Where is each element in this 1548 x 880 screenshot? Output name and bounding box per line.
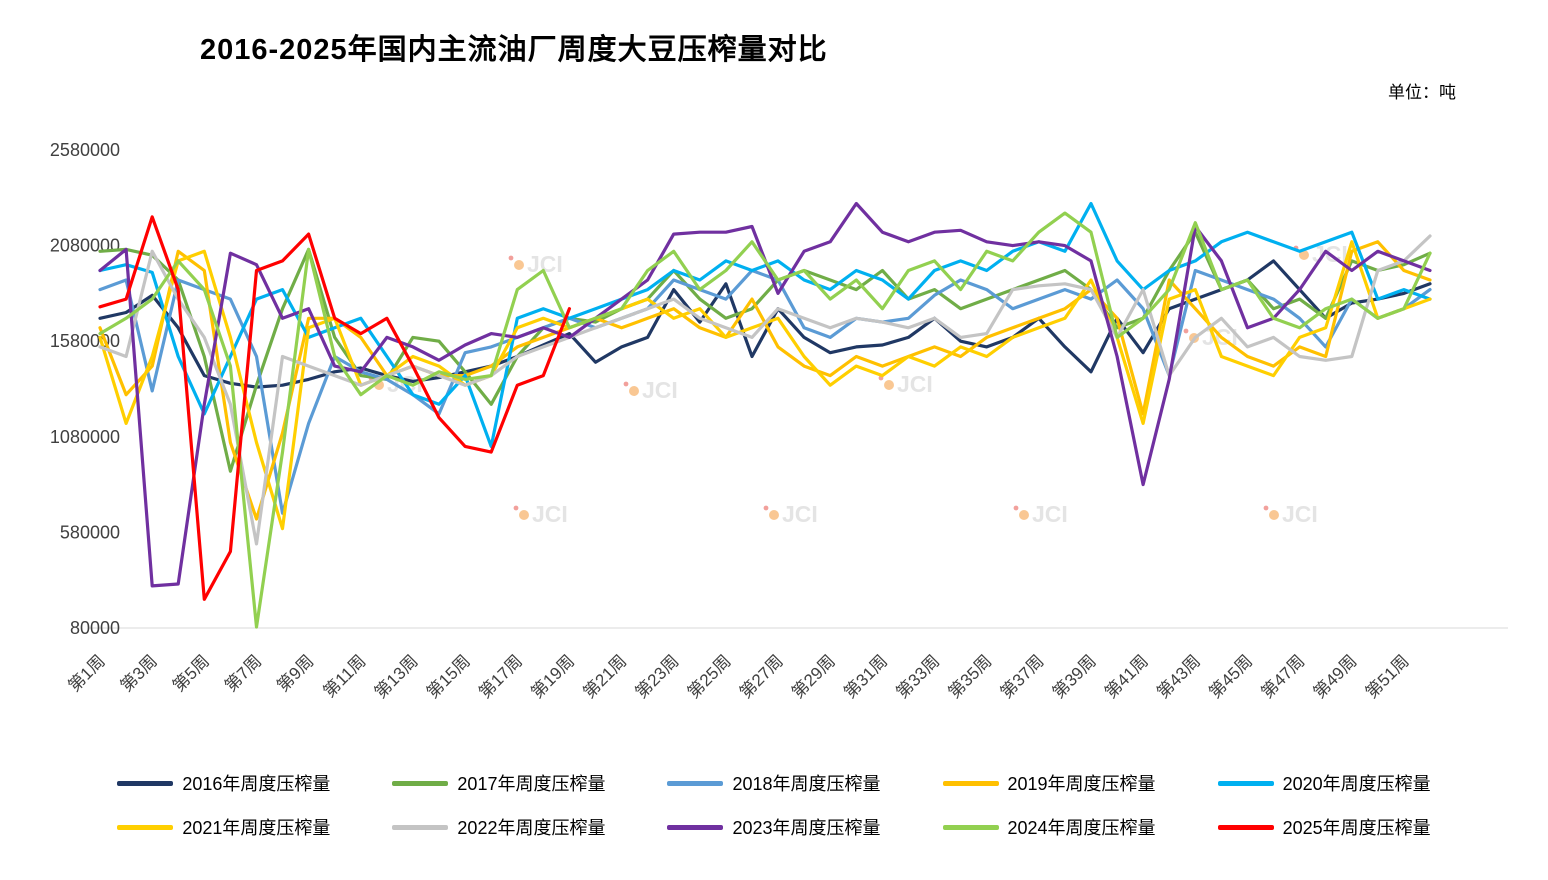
legend-label-2016: 2016年周度压榨量 bbox=[182, 774, 331, 794]
legend-item-2021: 2021年周度压榨量 bbox=[117, 814, 330, 840]
legend-item-2025: 2025年周度压榨量 bbox=[1217, 814, 1431, 840]
series-line-2025 bbox=[98, 215, 571, 601]
legend-label-2017: 2017年周度压榨量 bbox=[457, 774, 606, 794]
x-axis-tick-label: 第17周 bbox=[475, 651, 526, 702]
legend-swatch-2017 bbox=[392, 780, 449, 786]
legend-item-2019: 2019年周度压榨量 bbox=[942, 770, 1156, 796]
x-axis-tick-label: 第39周 bbox=[1049, 651, 1100, 702]
legend-label-2025: 2025年周度压榨量 bbox=[1282, 818, 1431, 838]
series-line-2022 bbox=[98, 234, 1432, 546]
x-axis-tick-label: 第13周 bbox=[371, 651, 422, 702]
jci-watermark: JCI bbox=[878, 371, 933, 397]
x-axis-tick-label: 第25周 bbox=[684, 651, 735, 702]
legend-label-2024: 2024年周度压榨量 bbox=[1007, 818, 1156, 838]
x-axis-tick-label: 第5周 bbox=[169, 651, 213, 695]
x-axis-tick-label: 第11周 bbox=[320, 651, 370, 701]
y-axis-tick-label: 2080000 bbox=[50, 236, 120, 256]
x-axis-tick-label: 第43周 bbox=[1153, 651, 1204, 702]
legend-item-2017: 2017年周度压榨量 bbox=[392, 770, 605, 796]
x-axis-tick-label: 第45周 bbox=[1205, 651, 1256, 702]
x-axis-tick-label: 第19周 bbox=[527, 651, 578, 702]
legend-swatch-2020 bbox=[1217, 780, 1274, 786]
legend-item-2018: 2018年周度压榨量 bbox=[667, 770, 881, 796]
x-axis-tick-label: 第1周 bbox=[65, 651, 109, 695]
x-axis-tick-label: 第29周 bbox=[788, 651, 839, 702]
legend-label-2018: 2018年周度压榨量 bbox=[732, 774, 881, 794]
legend-item-2022: 2022年周度压榨量 bbox=[392, 814, 605, 840]
y-axis-tick-label: 1080000 bbox=[50, 427, 120, 447]
x-axis-tick-label: 第21周 bbox=[580, 651, 631, 702]
legend-swatch-2022 bbox=[392, 824, 449, 830]
y-axis-tick-label: 80000 bbox=[70, 618, 120, 638]
x-axis-tick-label: 第15周 bbox=[423, 651, 474, 702]
series-line-2024 bbox=[98, 211, 1432, 629]
legend: 2016年周度压榨量 2017年周度压榨量 2018年周度压榨量 2019年周度压榨量… bbox=[0, 770, 1548, 858]
x-axis-tick-label: 第47周 bbox=[1258, 651, 1309, 702]
legend-swatch-2024 bbox=[942, 824, 999, 830]
svg-text:JCI: JCI bbox=[1282, 501, 1318, 527]
svg-text:JCI: JCI bbox=[782, 501, 818, 527]
legend-label-2019: 2019年周度压榨量 bbox=[1007, 774, 1156, 794]
legend-swatch-2019 bbox=[942, 780, 999, 786]
x-axis-tick-label: 第37周 bbox=[997, 651, 1048, 702]
jci-watermark: JCI bbox=[1013, 501, 1068, 527]
jci-watermark: JCI bbox=[763, 501, 818, 527]
legend-item-2023: 2023年周度压榨量 bbox=[667, 814, 881, 840]
y-axis-tick-label: 580000 bbox=[60, 522, 120, 542]
legend-item-2016: 2016年周度压榨量 bbox=[117, 770, 330, 796]
series-line-2018 bbox=[98, 268, 1432, 515]
legend-item-2024: 2024年周度压榨量 bbox=[942, 814, 1156, 840]
series-line-2020 bbox=[98, 201, 1432, 448]
legend-swatch-2018 bbox=[667, 780, 724, 786]
x-axis-tick-label: 第3周 bbox=[117, 651, 161, 695]
chart-title: 2016-2025年国内主流油厂周度大豆压榨量对比 bbox=[200, 34, 828, 66]
x-axis-tick-label: 第23周 bbox=[632, 651, 683, 702]
legend-swatch-2016 bbox=[117, 780, 174, 786]
unit-label: 单位：吨 bbox=[1388, 83, 1456, 102]
legend-label-2020: 2020年周度压榨量 bbox=[1282, 774, 1431, 794]
series-line-2017 bbox=[98, 230, 1432, 473]
legend-swatch-2025 bbox=[1217, 824, 1274, 830]
jci-watermark: JCI bbox=[623, 377, 678, 403]
jci-watermark: JCI bbox=[508, 251, 563, 277]
x-axis-tick-label: 第7周 bbox=[221, 651, 265, 695]
svg-text:JCI: JCI bbox=[532, 501, 568, 527]
legend-swatch-2021 bbox=[117, 824, 174, 830]
x-axis-tick-label: 第9周 bbox=[273, 651, 317, 695]
x-axis-tick-label: 第33周 bbox=[892, 651, 943, 702]
legend-label-2022: 2022年周度压榨量 bbox=[457, 818, 606, 838]
legend-label-2023: 2023年周度压榨量 bbox=[732, 818, 881, 838]
x-axis-tick-label: 第31周 bbox=[840, 651, 891, 702]
svg-text:JCI: JCI bbox=[897, 371, 933, 397]
legend-item-2020: 2020年周度压榨量 bbox=[1217, 770, 1431, 796]
x-axis-tick-label: 第41周 bbox=[1101, 651, 1152, 702]
x-axis-tick-label: 第49周 bbox=[1310, 651, 1361, 702]
svg-text:JCI: JCI bbox=[1032, 501, 1068, 527]
legend-row: 2021年周度压榨量 2022年周度压榨量 2023年周度压榨量 2024年周度压榨量… bbox=[0, 814, 1548, 840]
svg-text:JCI: JCI bbox=[642, 377, 678, 403]
legend-row: 2016年周度压榨量 2017年周度压榨量 2018年周度压榨量 2019年周度压榨量… bbox=[0, 770, 1548, 796]
jci-watermark: JCI bbox=[513, 501, 568, 527]
legend-swatch-2023 bbox=[667, 824, 724, 830]
y-axis-tick-label: 2580000 bbox=[50, 140, 120, 160]
x-axis-tick-label: 第27周 bbox=[736, 651, 787, 702]
legend-label-2021: 2021年周度压榨量 bbox=[182, 818, 331, 838]
x-axis-tick-label: 第51周 bbox=[1362, 651, 1413, 702]
series-line-2016 bbox=[98, 259, 1432, 389]
jci-watermark: JCI bbox=[1263, 501, 1318, 527]
x-axis-tick-label: 第35周 bbox=[945, 651, 996, 702]
